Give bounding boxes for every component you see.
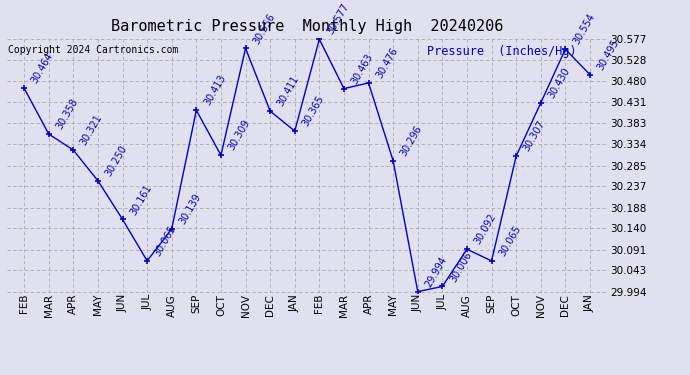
Text: 30.554: 30.554 xyxy=(571,12,597,46)
Text: 30.413: 30.413 xyxy=(202,74,228,108)
Text: 30.476: 30.476 xyxy=(374,46,400,80)
Text: 30.430: 30.430 xyxy=(546,66,572,100)
Text: 29.994: 29.994 xyxy=(424,255,449,289)
Text: 30.161: 30.161 xyxy=(128,182,154,216)
Text: Copyright 2024 Cartronics.com: Copyright 2024 Cartronics.com xyxy=(8,45,179,55)
Text: 30.296: 30.296 xyxy=(399,124,424,158)
Text: 30.139: 30.139 xyxy=(177,192,203,226)
Text: 30.556: 30.556 xyxy=(251,11,277,45)
Text: 30.463: 30.463 xyxy=(350,52,375,86)
Text: 30.365: 30.365 xyxy=(300,94,326,128)
Text: 30.358: 30.358 xyxy=(55,97,80,131)
Text: 30.006: 30.006 xyxy=(448,249,473,284)
Text: 30.307: 30.307 xyxy=(522,119,547,153)
Text: Pressure  (Inches/Hg): Pressure (Inches/Hg) xyxy=(427,45,577,58)
Text: 30.065: 30.065 xyxy=(152,224,178,258)
Text: 30.250: 30.250 xyxy=(104,144,129,178)
Text: 30.092: 30.092 xyxy=(473,212,498,246)
Text: 30.464: 30.464 xyxy=(30,51,55,86)
Text: 30.321: 30.321 xyxy=(79,113,104,147)
Title: Barometric Pressure  Monthly High  20240206: Barometric Pressure Monthly High 2024020… xyxy=(111,18,503,33)
Text: 30.495: 30.495 xyxy=(595,38,621,72)
Text: 30.065: 30.065 xyxy=(497,224,522,258)
Text: 30.309: 30.309 xyxy=(226,118,252,153)
Text: 30.577: 30.577 xyxy=(325,2,351,36)
Text: 30.411: 30.411 xyxy=(276,74,301,108)
